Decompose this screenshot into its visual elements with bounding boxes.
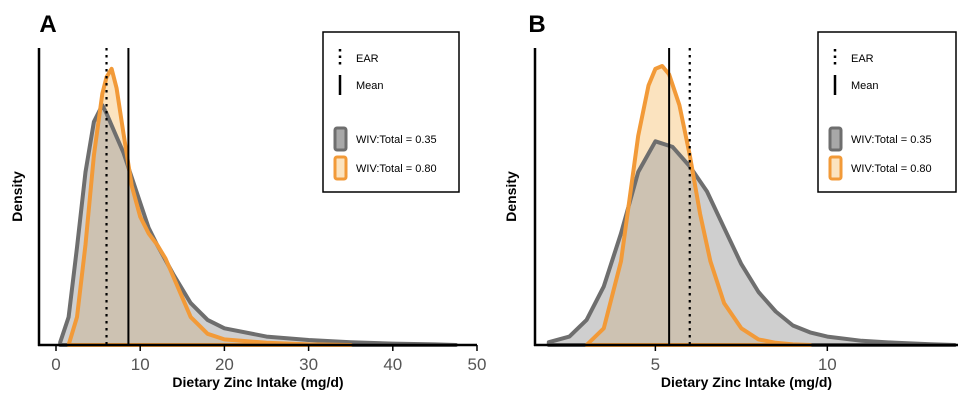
x-tick-label: 10	[131, 355, 150, 374]
legend-orange-key	[333, 155, 348, 181]
x-tick-label: 5	[651, 355, 660, 374]
legend-mean-label: Mean	[356, 80, 384, 92]
legend-gray-key	[333, 126, 348, 152]
legend-series-2-label: WIV:Total = 0.80	[356, 163, 437, 175]
legend: EAR Mean WIV:Total = 0.35 WIV:Total = 0.80	[817, 31, 957, 193]
orange-density-line	[66, 66, 353, 347]
legend-ear-label: EAR	[851, 53, 874, 65]
legend-orange-key	[828, 155, 843, 181]
legend-ear-label: EAR	[356, 53, 379, 65]
x-axis-title: Dietary Zinc Intake (mg/d)	[172, 374, 343, 390]
x-tick-label: 40	[383, 355, 402, 374]
gray-density-line	[58, 103, 458, 347]
y-axis-title: Density	[9, 171, 25, 222]
legend: EAR Mean WIV:Total = 0.35 WIV:Total = 0.80	[322, 31, 460, 193]
gray-density-fill	[60, 105, 456, 345]
gray-density-fill	[548, 141, 955, 345]
legend-mean-label: Mean	[851, 80, 879, 92]
panel-label: A	[39, 11, 56, 38]
legend-gray-key	[828, 126, 843, 152]
x-tick-label: 10	[818, 355, 837, 374]
panel-label: B	[528, 11, 545, 38]
x-tick-label: 50	[468, 355, 487, 374]
x-tick-label: 30	[299, 355, 318, 374]
x-axis-title: Dietary Zinc Intake (mg/d)	[661, 374, 832, 390]
panel-a: A 0 10 20 30 40 50 Dietary Zinc Intake (mg/d) De…	[9, 11, 486, 390]
legend-series-1-label: WIV:Total = 0.35	[851, 134, 932, 146]
legend-series-2-label: WIV:Total = 0.80	[851, 163, 932, 175]
legend-series-1-label: WIV:Total = 0.35	[356, 134, 437, 146]
x-tick-label: 0	[51, 355, 60, 374]
y-axis-title: Density	[503, 171, 519, 222]
x-tick-label: 20	[215, 355, 234, 374]
gray-density-line	[546, 139, 957, 347]
